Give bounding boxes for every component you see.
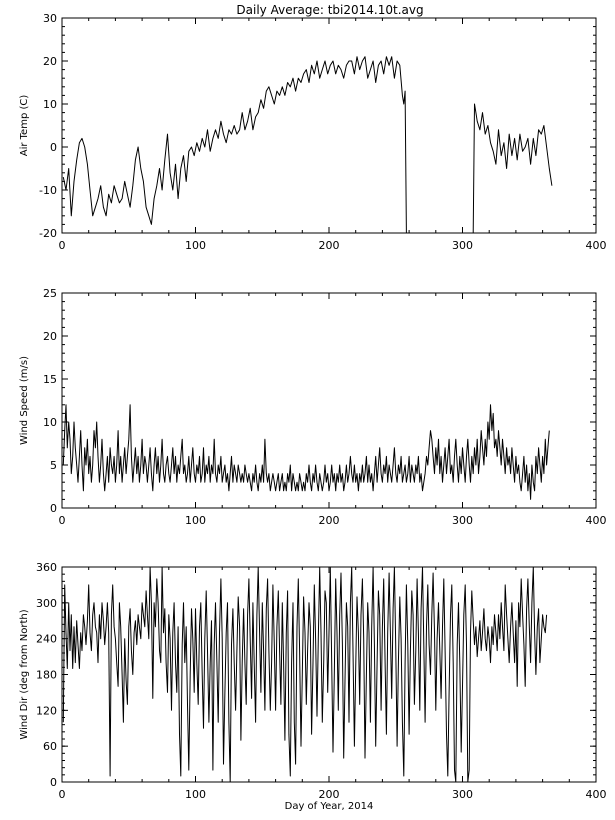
x-tick-label: 400 <box>586 514 607 527</box>
series-line-segment <box>472 103 553 233</box>
x-tick-label: 400 <box>586 239 607 252</box>
y-tick-label: -20 <box>39 227 57 240</box>
plot-frame <box>61 566 597 783</box>
y-axis-label: Air Temp (C) <box>19 95 30 157</box>
y-tick-label: 30 <box>43 12 57 25</box>
y-tick-label: 0 <box>50 502 57 515</box>
x-tick-label: 0 <box>59 239 66 252</box>
y-tick-label: 25 <box>43 287 57 300</box>
series-line-segment <box>62 404 550 500</box>
plot-frame <box>61 17 597 234</box>
x-tick-label: 200 <box>319 788 340 801</box>
x-tick-label: 400 <box>586 788 607 801</box>
y-axis-label: Wind Speed (m/s) <box>19 356 30 445</box>
y-tick-label: 20 <box>43 330 57 343</box>
x-axis-label: Day of Year, 2014 <box>285 801 374 812</box>
x-tick-label: 300 <box>452 239 473 252</box>
panel-1: 0 100 200 300 400 -20 -10 0 10 20 30 Air Temp (C) <box>19 12 607 252</box>
panel-3: 0 100 200 300 400 0 60 120 180 240 300 360 Wind Dir … <box>19 561 607 812</box>
panel-2: 0 100 200 300 400 0 5 10 15 20 25 Wind Speed (m/s) <box>19 287 607 527</box>
y-tick-label: -10 <box>39 184 57 197</box>
series-line-segment <box>62 567 548 782</box>
series-line-segment <box>62 56 407 233</box>
y-tick-label: 0 <box>50 776 57 789</box>
y-tick-label: 20 <box>43 55 57 68</box>
x-tick-label: 0 <box>59 788 66 801</box>
y-tick-label: 10 <box>43 98 57 111</box>
x-tick-label: 300 <box>452 514 473 527</box>
x-tick-label: 100 <box>185 239 206 252</box>
x-tick-label: 300 <box>452 788 473 801</box>
y-tick-label: 300 <box>36 597 57 610</box>
x-tick-label: 100 <box>185 514 206 527</box>
y-tick-label: 360 <box>36 561 57 574</box>
x-tick-label: 200 <box>319 514 340 527</box>
y-tick-label: 240 <box>36 633 57 646</box>
y-tick-label: 10 <box>43 416 57 429</box>
y-tick-label: 180 <box>36 669 57 682</box>
y-tick-label: 0 <box>50 141 57 154</box>
y-tick-label: 5 <box>50 459 57 472</box>
y-axis-label: Wind Dir (deg from North) <box>19 609 30 739</box>
x-tick-label: 200 <box>319 239 340 252</box>
y-tick-label: 15 <box>43 373 57 386</box>
chart-title: Daily Average: tbi2014.10t.avg <box>236 3 423 17</box>
y-tick-label: 120 <box>36 704 57 717</box>
x-tick-label: 0 <box>59 514 66 527</box>
plot-frame <box>61 292 597 509</box>
y-tick-label: 60 <box>43 740 57 753</box>
x-tick-label: 100 <box>185 788 206 801</box>
